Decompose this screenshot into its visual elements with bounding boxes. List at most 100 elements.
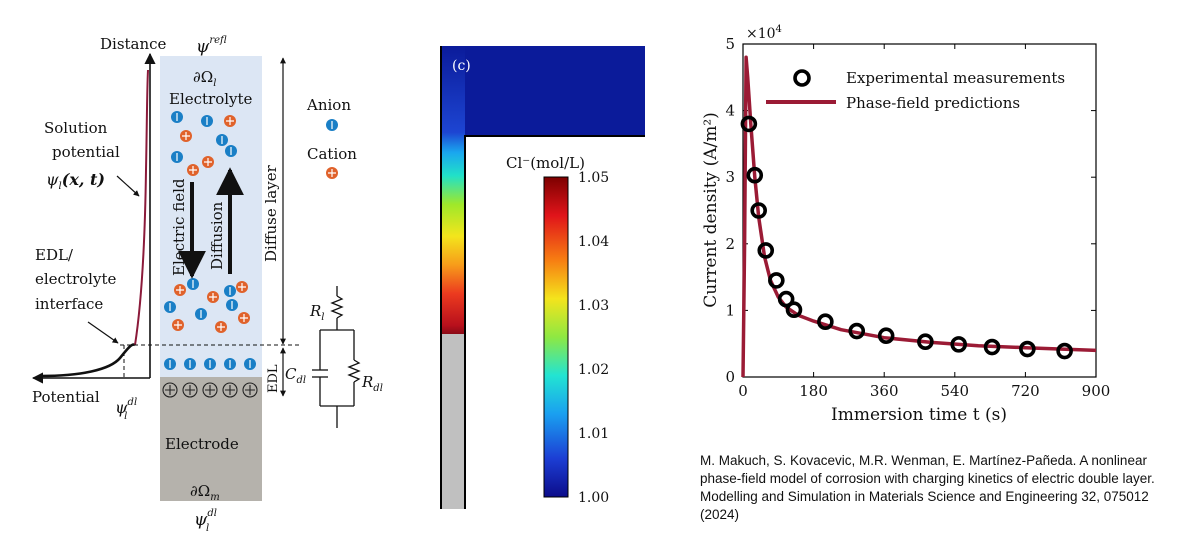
colorbar-tick: 1.04 <box>578 234 609 250</box>
cation-marker <box>180 130 192 142</box>
positive-charge <box>242 382 258 398</box>
potential-curve-solution <box>134 69 149 346</box>
omega-l-label: ∂Ωl <box>193 68 216 89</box>
electrode-charge-row <box>162 382 258 398</box>
experimental-point <box>1019 340 1036 358</box>
experimental-point <box>757 242 775 259</box>
experimental-point <box>950 336 968 353</box>
anion-marker <box>244 358 256 370</box>
edl-interface-arrow <box>87 321 119 344</box>
contour-boundary <box>440 46 645 509</box>
x-tick-label: 0 <box>738 382 748 400</box>
y-tick-label: 2 <box>725 235 735 253</box>
citation-text: M. Makuch, S. Kovacevic, M.R. Wenman, E.… <box>700 453 1155 522</box>
x-tick-label: 180 <box>799 382 828 400</box>
anion-marker <box>201 115 213 127</box>
cation-marker <box>236 281 248 293</box>
cation-marker <box>224 115 236 127</box>
anion-legend-label: Anion <box>306 96 351 114</box>
y-tick-label: 1 <box>725 301 735 319</box>
equivalent-circuit <box>312 286 361 428</box>
psi-dl-bottom-label: ψdl l <box>194 508 217 534</box>
x-tick-label: 360 <box>870 382 899 400</box>
experimental-point <box>777 290 795 308</box>
electrode-label: Electrode <box>165 435 239 453</box>
rl-label: Rl <box>309 302 325 323</box>
positive-charge <box>222 382 238 398</box>
y-tick-label: 3 <box>725 168 735 186</box>
potential-label: Potential <box>32 388 100 406</box>
chart-exponent: ×104 <box>746 24 782 42</box>
resistor-rl <box>330 295 344 319</box>
anion-marker <box>187 278 199 290</box>
panel-c-label: (c) <box>452 58 471 74</box>
positive-charge <box>182 382 198 398</box>
anion-marker <box>171 111 183 123</box>
cation-marker <box>215 321 227 333</box>
experimental-point <box>917 333 934 351</box>
legend-label-phasefield: Phase-field predictions <box>846 94 1020 112</box>
electrolyte-label: Electrolyte <box>169 90 253 108</box>
anion-marker <box>164 301 176 313</box>
anion-marker <box>225 145 237 157</box>
anion-marker <box>226 299 238 311</box>
experimental-point <box>848 322 866 340</box>
psi-x-t-label: ψl(x, t) <box>46 170 105 192</box>
anion-marker <box>224 285 236 297</box>
cation-legend-label: Cation <box>307 145 357 163</box>
anion-marker <box>216 134 228 146</box>
legend-label-experimental: Experimental measurements <box>846 69 1065 87</box>
diffusion-label: Diffusion <box>208 201 226 270</box>
legend-marker-experimental <box>793 69 811 87</box>
diffuse-layer-label: Diffuse layer <box>262 164 280 262</box>
colorbar-tick: 1.05 <box>578 170 609 186</box>
psi-ref-label: ψrefl <box>196 35 227 57</box>
anion-marker <box>224 358 236 370</box>
cation-marker <box>238 312 250 324</box>
colorbar-tick: 1.00 <box>578 490 609 506</box>
solution-potential-label-2: potential <box>52 143 120 161</box>
x-tick-label: 900 <box>1082 382 1111 400</box>
cation-marker <box>174 284 186 296</box>
experimental-point <box>1056 342 1073 360</box>
anion-marker <box>204 358 216 370</box>
current-density-chart: ×104 0 1 2 3 4 5 0 180 360 540 720 900 Immersion t… <box>701 24 1110 425</box>
contour-metal-region <box>441 334 465 509</box>
omega-m-label: ∂Ωm <box>190 482 220 503</box>
edl-anion-row <box>164 358 256 370</box>
x-axis-ticks: 0 180 360 540 720 900 <box>738 44 1110 400</box>
cation-marker <box>202 156 214 168</box>
edl-interface-label-1: EDL/ <box>35 246 74 264</box>
experimental-point <box>746 166 764 184</box>
ion-cloud <box>164 111 250 333</box>
positive-charge <box>202 382 218 398</box>
solution-potential-label-1: Solution <box>44 119 108 137</box>
resistor-rdl <box>347 359 361 383</box>
anion-legend-marker <box>326 119 338 131</box>
edl-interface-label-2: electrolyte <box>35 270 116 288</box>
schematic-panel: Distance Potential ψdl l Solution potenti… <box>31 35 383 534</box>
cdl-label: Cdl <box>285 365 306 386</box>
positive-charge <box>162 382 178 398</box>
contour-panel: (c) Cl⁻(mol/L) 1.05 1.04 1.03 1.02 1.01 … <box>440 46 645 509</box>
colorbar-tick: 1.03 <box>578 298 609 314</box>
anion-marker <box>184 358 196 370</box>
experimental-point <box>877 327 895 345</box>
contour-pit-domain <box>441 46 465 334</box>
colorbar-tick: 1.02 <box>578 362 609 378</box>
psi-dl-axis-label: ψdl l <box>115 397 137 422</box>
chart-ylabel: Current density (A/m²) <box>701 112 721 308</box>
anion-marker <box>195 308 207 320</box>
experimental-point <box>750 202 767 219</box>
y-tick-label: 4 <box>725 102 735 120</box>
experimental-point <box>983 338 1001 356</box>
chart-legend: Experimental measurements Phase-field pr… <box>766 69 1065 112</box>
y-tick-label: 5 <box>725 35 735 53</box>
cation-marker <box>207 291 219 303</box>
colorbar <box>543 176 569 498</box>
experimental-point <box>817 313 834 331</box>
x-tick-label: 720 <box>1011 382 1040 400</box>
chart-series <box>740 55 1097 378</box>
experimental-point <box>740 115 758 133</box>
